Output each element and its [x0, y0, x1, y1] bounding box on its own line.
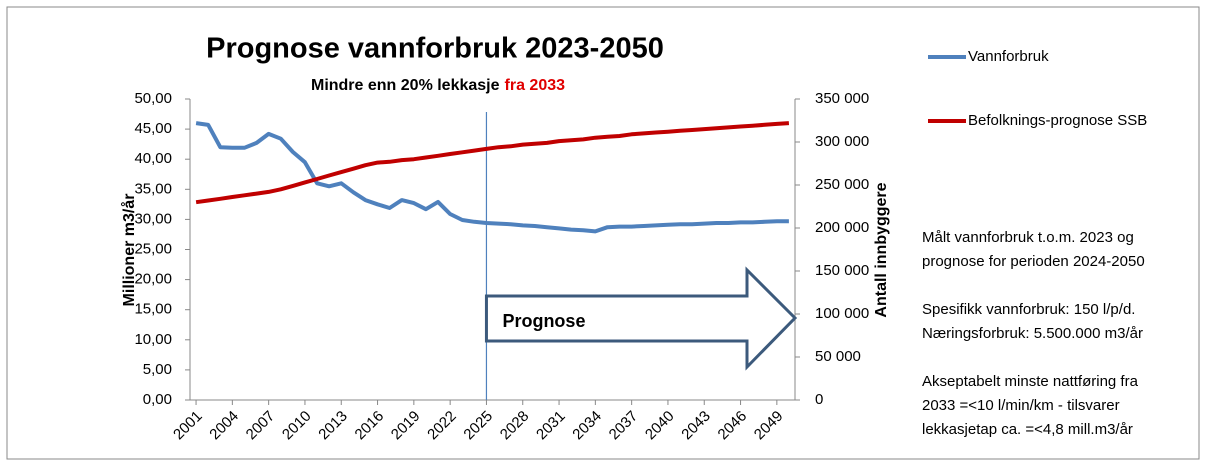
forecast-label: Prognose — [502, 311, 585, 331]
data-line — [195, 121, 790, 205]
y-tick-label: 5,00 — [143, 361, 172, 378]
note: Spesifikk vannforbruk: 150 l/p/d. — [922, 301, 1135, 318]
y-tick-label: 45,00 — [134, 120, 172, 137]
note: 2033 =<10 l/min/km - tilsvarer — [922, 397, 1120, 414]
y2-tick-label: 100 000 — [815, 305, 869, 322]
y-axis-title: Millioner m3/år — [120, 194, 138, 307]
y-tick-label: 50,00 — [134, 90, 172, 107]
y2-tick-label: 200 000 — [815, 219, 869, 236]
data-line — [195, 121, 789, 234]
y2-tick-label: 250 000 — [815, 176, 869, 193]
y2-tick-label: 150 000 — [815, 262, 869, 279]
y-tick-label: 40,00 — [134, 150, 172, 167]
y-tick-label: 0,00 — [143, 391, 172, 408]
legend-label: Befolknings-prognose SSB — [968, 112, 1147, 129]
y-tick-label: 30,00 — [134, 210, 172, 227]
chart-title: Prognose vannforbruk 2023-2050 — [206, 33, 664, 65]
chart-subtitle: Mindre enn 20% lekkasje fra 2033 — [311, 77, 565, 94]
subtitle-highlight: fra 2033 — [505, 77, 566, 94]
note: Næringsforbruk: 5.500.000 m3/år — [922, 325, 1143, 342]
frame — [6, 6, 1200, 460]
forecast-arrow — [484, 266, 798, 371]
y-tick-label: 15,00 — [134, 301, 172, 318]
y2-axis-title: Antall innbyggere — [873, 182, 890, 317]
y2-tick-label: 300 000 — [815, 133, 869, 150]
y2-tick-label: 350 000 — [815, 90, 869, 107]
legend-label: Vannforbruk — [968, 48, 1049, 65]
subtitle: Mindre enn 20% lekkasje — [311, 77, 500, 94]
y2-tick-label: 0 — [815, 391, 823, 408]
y-tick-label: 35,00 — [134, 180, 172, 197]
y-tick-label: 25,00 — [134, 240, 172, 257]
note: lekkasjetap ca. =<4,8 mill.m3/år — [922, 421, 1133, 438]
y2-tick-label: 50 000 — [815, 348, 861, 365]
y-tick-label: 20,00 — [134, 271, 172, 288]
note: Akseptabelt minste nattføring fra — [922, 373, 1139, 390]
note: Målt vannforbruk t.o.m. 2023 og — [922, 229, 1134, 246]
note: prognose for perioden 2024-2050 — [922, 253, 1145, 270]
y-tick-label: 10,00 — [134, 331, 172, 348]
